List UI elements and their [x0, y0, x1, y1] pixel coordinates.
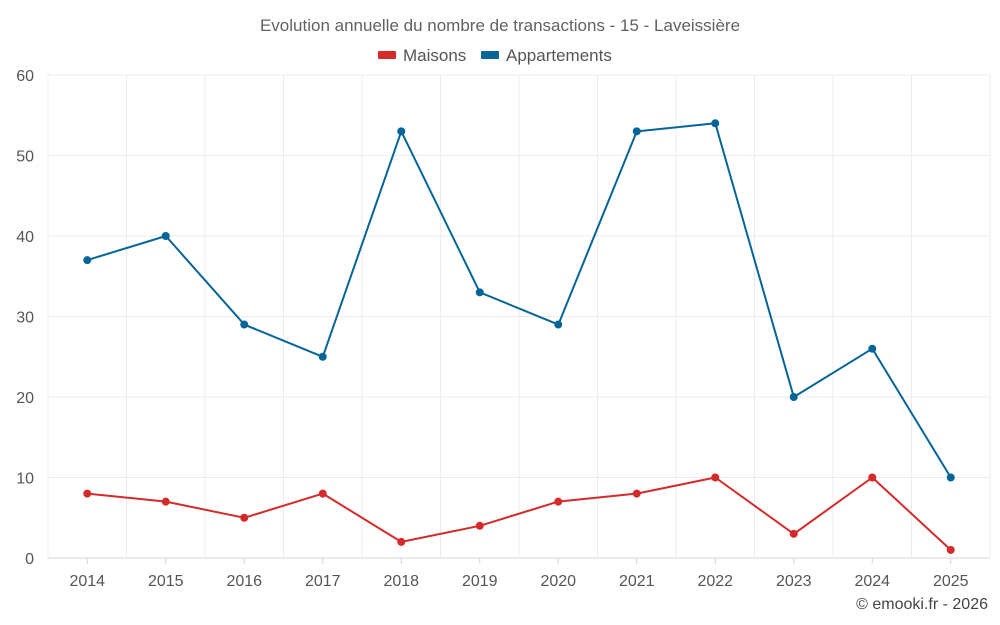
- data-point-appartements[interactable]: [632, 127, 641, 136]
- series-appartements: [83, 119, 955, 482]
- x-tick-label: 2014: [69, 573, 105, 590]
- data-point-appartements[interactable]: [789, 393, 798, 401]
- x-tick-label: 2016: [226, 573, 262, 590]
- y-tick-label: 10: [16, 471, 34, 488]
- x-tick-label: 2019: [462, 573, 498, 590]
- x-tick-label: 2021: [619, 573, 655, 590]
- data-point-appartements[interactable]: [318, 352, 327, 361]
- data-point-maisons[interactable]: [868, 473, 877, 482]
- legend-item-appartements[interactable]: Appartements: [481, 46, 612, 65]
- series-maisons: [83, 473, 955, 554]
- y-tick-label: 0: [25, 551, 34, 568]
- legend-swatch: [481, 51, 499, 59]
- data-point-maisons[interactable]: [397, 537, 406, 546]
- data-point-appartements[interactable]: [83, 256, 92, 265]
- x-tick-label: 2018: [383, 573, 419, 590]
- series-line-maisons: [87, 476, 952, 551]
- data-point-appartements[interactable]: [161, 232, 170, 240]
- data-point-maisons[interactable]: [161, 497, 170, 506]
- y-tick-label: 50: [16, 149, 34, 166]
- x-tick-label: 2017: [305, 573, 341, 590]
- legend-swatch: [378, 51, 396, 59]
- data-point-maisons[interactable]: [240, 513, 249, 522]
- x-tick-label: 2020: [540, 573, 576, 590]
- y-axis: 0 10 20 30 40 50 60: [16, 68, 34, 568]
- y-tick-label: 30: [16, 310, 34, 327]
- data-point-maisons[interactable]: [83, 489, 92, 498]
- chart-title: Evolution annuelle du nombre de transact…: [260, 16, 740, 35]
- series-line-appartements: [87, 122, 952, 479]
- data-point-maisons[interactable]: [632, 489, 641, 498]
- data-point-appartements[interactable]: [475, 288, 484, 297]
- legend-label: Maisons: [403, 46, 466, 65]
- x-tick-label: 2025: [933, 573, 969, 590]
- data-point-maisons[interactable]: [946, 545, 955, 554]
- grid: [47, 74, 991, 559]
- legend-item-maisons[interactable]: Maisons: [378, 46, 466, 65]
- data-point-appartements[interactable]: [868, 344, 877, 353]
- x-axis: 2014 2015 2016 2017 2018 2019 2020 2021 2022 2023…: [69, 558, 969, 590]
- y-tick-label: 20: [16, 390, 34, 407]
- legend-label: Appartements: [506, 46, 612, 65]
- legend[interactable]: Maisons Appartements: [378, 46, 612, 65]
- data-point-appartements[interactable]: [240, 320, 249, 329]
- y-tick-label: 60: [16, 68, 34, 85]
- data-point-maisons[interactable]: [475, 521, 484, 530]
- data-point-maisons[interactable]: [711, 473, 720, 482]
- data-point-appartements[interactable]: [397, 127, 406, 136]
- data-point-appartements[interactable]: [946, 473, 955, 482]
- x-tick-label: 2022: [697, 573, 733, 590]
- y-tick-label: 40: [16, 229, 34, 246]
- data-point-appartements[interactable]: [711, 119, 720, 128]
- credit-text: © emooki.fr - 2026: [856, 596, 988, 613]
- x-tick-label: 2015: [148, 573, 184, 590]
- data-point-maisons[interactable]: [554, 497, 563, 506]
- x-tick-label: 2024: [854, 573, 890, 590]
- data-point-maisons[interactable]: [789, 529, 798, 538]
- data-point-maisons[interactable]: [318, 489, 327, 498]
- x-tick-label: 2023: [776, 573, 812, 590]
- data-point-appartements[interactable]: [554, 320, 563, 329]
- series-layer: [83, 119, 955, 554]
